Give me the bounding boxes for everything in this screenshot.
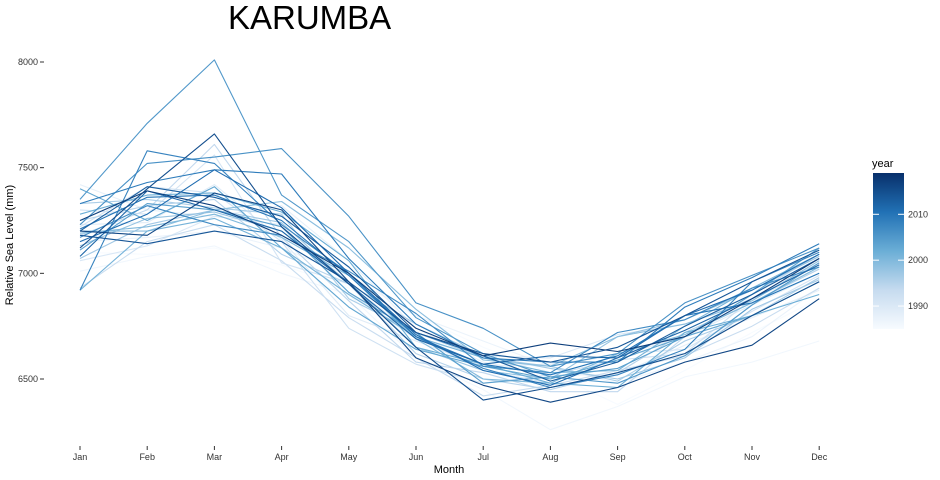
series-line-1991 — [79, 154, 820, 384]
y-axis-title: Relative Sea Level (mm) — [4, 185, 16, 305]
x-tick-label: Oct — [678, 452, 693, 462]
x-tick-label: Jan — [73, 452, 88, 462]
series-line-2016 — [79, 192, 820, 403]
y-tick-label: 7500 — [18, 163, 38, 173]
series-line-1985 — [79, 247, 820, 405]
x-axis-title: Month — [434, 464, 465, 476]
series-line-2015 — [79, 133, 820, 401]
x-tick-label: Nov — [744, 452, 761, 462]
y-tick-label: 8000 — [18, 57, 38, 67]
series-line-2006 — [79, 148, 820, 367]
series-line-2007 — [79, 205, 820, 374]
series-line-2014 — [79, 230, 820, 363]
legend-tick-label: 1990 — [908, 301, 928, 311]
series-line-2004 — [79, 203, 820, 384]
legend-colorbar — [873, 173, 904, 329]
x-tick-label: Aug — [542, 452, 558, 462]
x-tick-label: Sep — [610, 452, 626, 462]
x-axis: Jan Feb Mar Apr May Jun Jul Aug Sep Oct Nov Dec — [73, 446, 828, 462]
x-tick-label: Jul — [477, 452, 489, 462]
series-line-1994 — [79, 143, 820, 393]
legend-tick-label: 2010 — [908, 209, 928, 219]
x-tick-label: Feb — [139, 452, 155, 462]
series-line-2001 — [79, 217, 820, 374]
y-tick-label: 6500 — [18, 374, 38, 384]
series-line-1995 — [79, 198, 820, 391]
series-line-2013 — [79, 186, 820, 382]
legend-tick-label: 2000 — [908, 255, 928, 265]
y-tick-label: 7000 — [18, 268, 38, 278]
chart-title: KARUMBA — [228, 0, 391, 36]
x-tick-label: Jun — [409, 452, 424, 462]
series-line-2011 — [79, 169, 820, 386]
series-line-1987 — [79, 230, 820, 384]
series-line-1993 — [79, 224, 820, 397]
legend-title: year — [872, 158, 894, 170]
x-tick-label: May — [340, 452, 358, 462]
series-line-2017 — [79, 190, 820, 357]
series-line-1989 — [79, 184, 820, 367]
color-legend: year 1990 2000 2010 — [872, 158, 928, 329]
series-line-2012 — [79, 190, 820, 365]
plot-lines — [79, 59, 820, 431]
y-axis: 6500 7000 7500 8000 — [18, 57, 44, 384]
x-tick-label: Mar — [207, 452, 223, 462]
x-tick-label: Apr — [275, 452, 289, 462]
legend-ticks: 1990 2000 2010 — [873, 209, 928, 311]
series-line-1988 — [79, 184, 820, 376]
x-tick-label: Dec — [811, 452, 828, 462]
series-line-2009 — [79, 169, 820, 363]
